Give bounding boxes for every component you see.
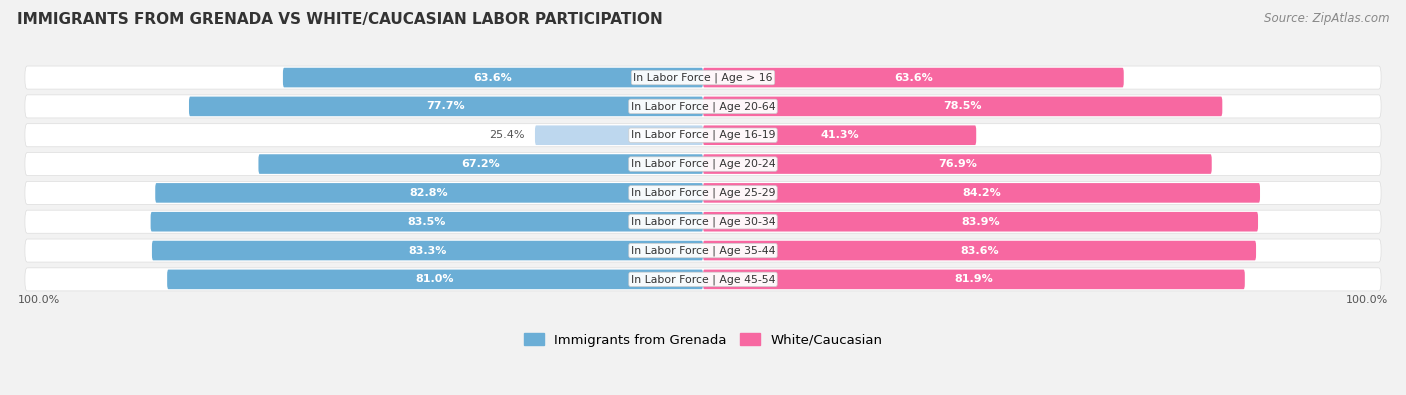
FancyBboxPatch shape <box>703 183 1260 203</box>
FancyBboxPatch shape <box>167 269 703 289</box>
Text: 83.9%: 83.9% <box>962 217 1000 227</box>
Text: 78.5%: 78.5% <box>943 102 981 111</box>
FancyBboxPatch shape <box>155 183 703 203</box>
Text: 83.5%: 83.5% <box>408 217 446 227</box>
FancyBboxPatch shape <box>188 97 703 116</box>
FancyBboxPatch shape <box>25 268 1381 291</box>
Text: Source: ZipAtlas.com: Source: ZipAtlas.com <box>1264 12 1389 25</box>
Text: 83.6%: 83.6% <box>960 246 998 256</box>
FancyBboxPatch shape <box>25 95 1381 118</box>
Text: In Labor Force | Age 16-19: In Labor Force | Age 16-19 <box>631 130 775 141</box>
Text: 41.3%: 41.3% <box>820 130 859 140</box>
FancyBboxPatch shape <box>703 241 1256 260</box>
FancyBboxPatch shape <box>534 126 703 145</box>
Text: In Labor Force | Age 20-64: In Labor Force | Age 20-64 <box>631 101 775 112</box>
FancyBboxPatch shape <box>703 269 1244 289</box>
FancyBboxPatch shape <box>703 126 976 145</box>
FancyBboxPatch shape <box>152 241 703 260</box>
FancyBboxPatch shape <box>283 68 703 87</box>
Text: In Labor Force | Age 25-29: In Labor Force | Age 25-29 <box>631 188 775 198</box>
FancyBboxPatch shape <box>703 97 1222 116</box>
Text: 81.0%: 81.0% <box>416 275 454 284</box>
Text: 82.8%: 82.8% <box>409 188 449 198</box>
Text: 84.2%: 84.2% <box>962 188 1001 198</box>
FancyBboxPatch shape <box>25 152 1381 176</box>
Text: 63.6%: 63.6% <box>894 73 932 83</box>
Text: In Labor Force | Age 45-54: In Labor Force | Age 45-54 <box>631 274 775 285</box>
Text: IMMIGRANTS FROM GRENADA VS WHITE/CAUCASIAN LABOR PARTICIPATION: IMMIGRANTS FROM GRENADA VS WHITE/CAUCASI… <box>17 12 662 27</box>
FancyBboxPatch shape <box>150 212 703 231</box>
Text: 83.3%: 83.3% <box>408 246 447 256</box>
Text: 100.0%: 100.0% <box>1346 295 1388 305</box>
Text: 77.7%: 77.7% <box>426 102 465 111</box>
FancyBboxPatch shape <box>259 154 703 174</box>
FancyBboxPatch shape <box>25 210 1381 233</box>
FancyBboxPatch shape <box>703 154 1212 174</box>
Text: 63.6%: 63.6% <box>474 73 512 83</box>
Legend: Immigrants from Grenada, White/Caucasian: Immigrants from Grenada, White/Caucasian <box>519 328 887 352</box>
FancyBboxPatch shape <box>25 239 1381 262</box>
Text: In Labor Force | Age > 16: In Labor Force | Age > 16 <box>633 72 773 83</box>
Text: In Labor Force | Age 35-44: In Labor Force | Age 35-44 <box>631 245 775 256</box>
Text: 100.0%: 100.0% <box>18 295 60 305</box>
Text: 25.4%: 25.4% <box>489 130 524 140</box>
FancyBboxPatch shape <box>25 66 1381 89</box>
FancyBboxPatch shape <box>25 124 1381 147</box>
Text: In Labor Force | Age 30-34: In Labor Force | Age 30-34 <box>631 216 775 227</box>
FancyBboxPatch shape <box>703 212 1258 231</box>
Text: 76.9%: 76.9% <box>938 159 977 169</box>
Text: 67.2%: 67.2% <box>461 159 501 169</box>
Text: 81.9%: 81.9% <box>955 275 993 284</box>
Text: In Labor Force | Age 20-24: In Labor Force | Age 20-24 <box>631 159 775 169</box>
FancyBboxPatch shape <box>703 68 1123 87</box>
FancyBboxPatch shape <box>25 181 1381 205</box>
